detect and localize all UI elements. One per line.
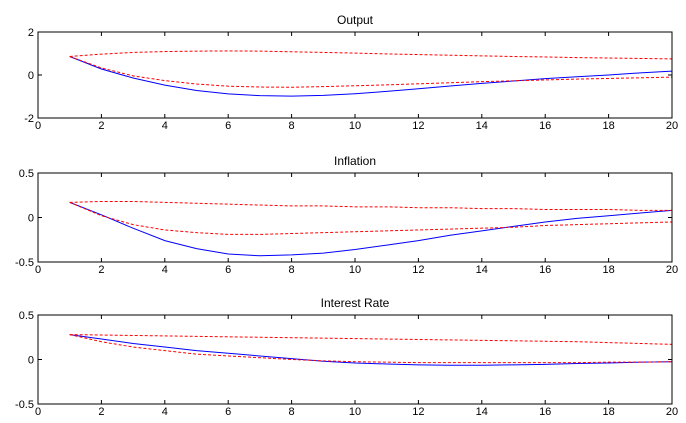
panel-2-axes-box: [37, 172, 673, 263]
panel-3-ytick-label: 0: [28, 355, 34, 367]
panel-1-xtick-label: 0: [35, 120, 41, 132]
panel-1-xtick-label: 2: [98, 120, 104, 132]
panel-2-xtick-label: 16: [539, 264, 551, 276]
panel-2-xtick-label: 2: [98, 264, 104, 276]
panel-1-xtick-label: 10: [349, 120, 361, 132]
panel-1-title: Output: [337, 13, 374, 27]
panel-2-series-2: [69, 200, 672, 211]
panel-3-series-1: [69, 334, 672, 366]
panel-1-xtick-label: 16: [539, 120, 551, 132]
panel-3-xtick-label: 12: [412, 406, 424, 418]
panel-2-ytick-label: -0.5: [15, 257, 34, 269]
panel-2-ytick-label: 0: [28, 213, 34, 225]
panel-2-xtick-label: 8: [289, 264, 295, 276]
panel-3-xtick-label: 16: [539, 406, 551, 418]
panel-3-series-2: [69, 334, 672, 345]
panel-1-xtick-label: 4: [162, 120, 168, 132]
panel-3-series-3: [69, 334, 672, 364]
panel-3-xtick-label: 8: [289, 406, 295, 418]
panel-1-xtick-label: 20: [666, 120, 678, 132]
panel-3-title: Interest Rate: [321, 296, 390, 310]
panel-1-ytick-label: 2: [28, 27, 34, 39]
panel-2-ytick-label: 0.5: [19, 168, 34, 180]
panel-3-xtick-label: 18: [602, 406, 614, 418]
panel-3-xtick-label: 2: [98, 406, 104, 418]
panel-3-ytick-label: 0.5: [19, 310, 34, 322]
panel-2-xtick-label: 4: [162, 264, 168, 276]
panel-1-xtick-label: 14: [476, 120, 488, 132]
panel-1-series-3: [69, 56, 672, 88]
panel-1-xtick-label: 12: [412, 120, 424, 132]
panel-2-xtick-label: 18: [602, 264, 614, 276]
panel-3-xtick-label: 14: [476, 406, 488, 418]
panel-1-axes-box: [37, 31, 673, 119]
panel-3-xtick-label: 10: [349, 406, 361, 418]
panel-2-xtick-label: 20: [666, 264, 678, 276]
panel-1-xtick-label: 8: [289, 120, 295, 132]
panel-3-ytick-label: -0.5: [15, 399, 34, 411]
panel-1-series-1: [69, 56, 672, 97]
panel-3-xtick-label: 0: [35, 406, 41, 418]
panel-2-title: Inflation: [334, 154, 376, 168]
panel-2-xtick-label: 10: [349, 264, 361, 276]
panel-1-series-2: [69, 50, 672, 60]
panel-2-xtick-label: 12: [412, 264, 424, 276]
panel-2-series-1: [69, 201, 672, 257]
panel-2-xtick-label: 0: [35, 264, 41, 276]
panel-3-xtick-label: 6: [225, 406, 231, 418]
panel-2-xtick-label: 14: [476, 264, 488, 276]
panel-1-xtick-label: 18: [602, 120, 614, 132]
panel-3-xtick-label: 20: [666, 406, 678, 418]
panel-3-xtick-label: 4: [162, 406, 168, 418]
panel-2-series-3: [69, 201, 672, 235]
panel-1-ytick-label: 0: [28, 70, 34, 82]
panel-1-xtick-label: 6: [225, 120, 231, 132]
panel-2-xtick-label: 6: [225, 264, 231, 276]
panel-3-axes-box: [37, 314, 673, 405]
panel-1-ytick-label: -2: [24, 113, 34, 125]
